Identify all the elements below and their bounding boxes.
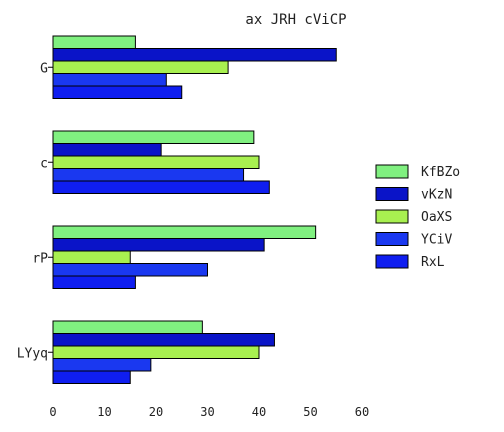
x-tick-label: 60: [355, 405, 369, 419]
bar-c-KfBZo: [52, 130, 255, 144]
bar-LYyq-vKzN: [52, 333, 275, 347]
bar-LYyq-KfBZo: [52, 320, 203, 334]
bar-rP-RxL: [52, 275, 136, 289]
x-tick-label: 30: [200, 405, 214, 419]
bar-G-OaXS: [52, 60, 229, 74]
legend: KfBZo vKzN OaXS YCiV RxL: [375, 164, 460, 270]
bar-rP-OaXS: [52, 250, 131, 264]
bar-G-KfBZo: [52, 35, 136, 49]
bar-G-RxL: [52, 85, 183, 99]
category-label-c: c: [40, 156, 48, 171]
legend-label-RxL: RxL: [421, 255, 445, 270]
bar-LYyq-YCiV: [52, 358, 152, 372]
x-tick-label: 0: [49, 405, 56, 419]
x-tick-label: 10: [97, 405, 111, 419]
bar-c-vKzN: [52, 143, 162, 157]
bars-layer: [52, 35, 337, 384]
bar-LYyq-RxL: [52, 370, 131, 384]
bar-LYyq-OaXS: [52, 345, 260, 359]
bar-c-RxL: [52, 180, 270, 194]
chart-title: ax JRH cViCP: [245, 12, 346, 28]
bar-c-OaXS: [52, 155, 260, 169]
legend-label-KfBZo: KfBZo: [421, 165, 460, 180]
x-axis: 0 10 20 30 40 50 60: [49, 405, 369, 419]
legend-swatch-OaXS: [375, 209, 409, 224]
legend-label-YCiV: YCiV: [421, 233, 452, 248]
bar-c-YCiV: [52, 168, 245, 182]
bar-rP-vKzN: [52, 238, 265, 252]
x-tick-label: 20: [149, 405, 163, 419]
bar-rP-YCiV: [52, 263, 208, 277]
x-tick-label: 50: [303, 405, 317, 419]
legend-swatch-KfBZo: [375, 164, 409, 179]
category-label-LYyq: LYyq: [17, 346, 48, 361]
legend-label-vKzN: vKzN: [421, 188, 452, 203]
bar-rP-KfBZo: [52, 225, 317, 239]
legend-swatch-RxL: [375, 254, 409, 269]
category-label-rP: rP: [32, 251, 48, 266]
bar-G-YCiV: [52, 73, 167, 87]
bar-G-vKzN: [52, 48, 337, 62]
legend-swatch-vKzN: [375, 187, 409, 201]
category-labels: Gc rP LYyq: [17, 61, 53, 361]
legend-swatch-YCiV: [375, 232, 409, 246]
legend-label-OaXS: OaXS: [421, 210, 452, 225]
x-tick-label: 40: [252, 405, 266, 419]
category-label-G: G: [40, 61, 48, 76]
